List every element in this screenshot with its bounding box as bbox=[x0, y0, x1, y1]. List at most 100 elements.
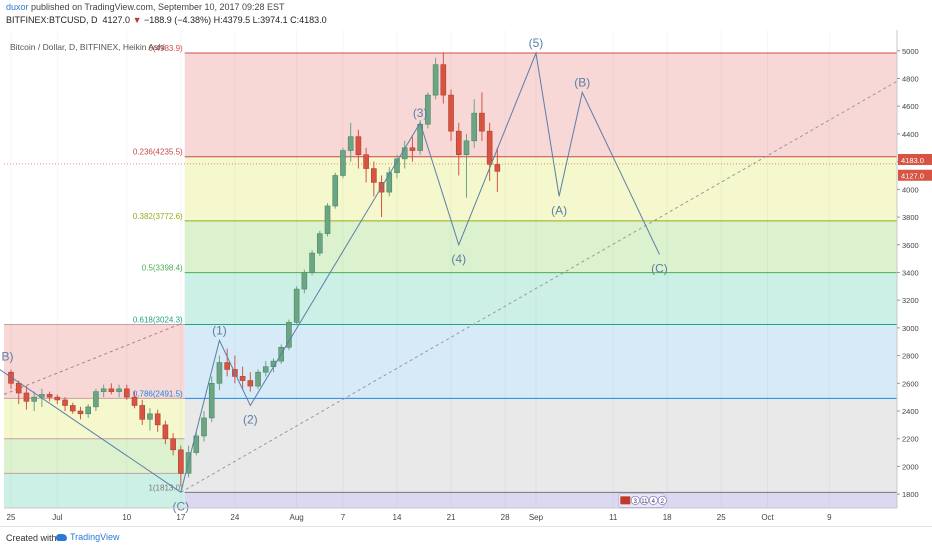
candle bbox=[316, 233, 323, 254]
y-tick-label: 5000 bbox=[902, 47, 919, 56]
x-tick-label: Sep bbox=[529, 513, 544, 522]
candle bbox=[216, 362, 223, 384]
candle bbox=[409, 147, 416, 151]
price-axis bbox=[897, 30, 932, 508]
fib-zone-0.5 bbox=[184, 272, 897, 325]
y-tick-label: 3000 bbox=[902, 324, 919, 333]
wave-label: (3) bbox=[413, 106, 428, 120]
y-tick-label: 4400 bbox=[902, 130, 919, 139]
candle bbox=[432, 64, 439, 96]
candle bbox=[262, 366, 269, 373]
x-tick-label: Oct bbox=[761, 513, 774, 522]
candle bbox=[440, 64, 447, 96]
y-tick-label: 2000 bbox=[902, 462, 919, 471]
chart-title: Bitcoin / Dollar, D, BITFINEX, Heikin As… bbox=[10, 42, 165, 52]
elliott-wave-path bbox=[180, 51, 660, 493]
fib-zone-0.236 bbox=[184, 156, 897, 221]
candle bbox=[255, 371, 261, 387]
candle bbox=[247, 380, 254, 387]
y-tick-label: 3600 bbox=[902, 241, 919, 250]
event-badge-label: 3 bbox=[634, 499, 638, 505]
fib-label-0.5: 0.5(3398.4) bbox=[142, 264, 183, 273]
candle bbox=[224, 362, 230, 370]
wave-label: (C) bbox=[651, 261, 668, 275]
ohlc-values: H:4379.5 L:3974.1 C:4183.0 bbox=[213, 15, 327, 25]
fib-label-0.618: 0.618(3024.3) bbox=[133, 316, 183, 325]
y-tick-label: 1800 bbox=[902, 490, 919, 499]
publish-info: published on TradingView.com, September … bbox=[31, 2, 285, 12]
created-with-label: Created with bbox=[6, 533, 57, 543]
candle bbox=[486, 130, 493, 165]
event-badge bbox=[657, 495, 667, 505]
candle bbox=[23, 392, 30, 402]
x-tick-label: 24 bbox=[230, 513, 239, 522]
fib-label-1: 1(1813.0) bbox=[148, 483, 183, 492]
event-badge-label: 4 bbox=[652, 499, 656, 505]
candle bbox=[193, 435, 200, 453]
x-tick-label: 9 bbox=[827, 513, 832, 522]
tradingview-cloud-icon bbox=[56, 534, 67, 541]
y-tick-label: 4000 bbox=[902, 185, 919, 194]
author-link[interactable]: duxor bbox=[6, 2, 29, 12]
current-price-tag bbox=[898, 153, 932, 165]
candle bbox=[340, 150, 346, 176]
candle bbox=[77, 410, 84, 415]
old-trend-line bbox=[3, 323, 182, 395]
candle bbox=[332, 175, 339, 207]
candle bbox=[425, 94, 431, 125]
x-tick-label: Aug bbox=[290, 513, 304, 522]
candle bbox=[355, 136, 362, 155]
wave-label: (1) bbox=[212, 323, 227, 337]
candle bbox=[494, 164, 501, 172]
x-tick-label: 18 bbox=[663, 513, 672, 522]
wave-label: (2) bbox=[243, 412, 258, 426]
event-badge-label: 2 bbox=[661, 499, 665, 505]
tradingview-logo[interactable]: TradingView bbox=[56, 532, 120, 542]
wave-label: (C) bbox=[173, 499, 190, 513]
fib-zone-0.618 bbox=[184, 324, 897, 399]
candle bbox=[15, 383, 22, 394]
wave-label: (A) bbox=[551, 203, 567, 217]
y-tick-label: 2400 bbox=[902, 407, 919, 416]
candle bbox=[301, 272, 308, 290]
candle bbox=[39, 394, 45, 398]
x-tick-label: 28 bbox=[501, 513, 510, 522]
last-price: 4127.0 bbox=[102, 15, 131, 25]
price-change: −188.9 (−4.38%) bbox=[144, 15, 212, 25]
x-tick-label: Jul bbox=[52, 513, 62, 522]
candle bbox=[293, 288, 300, 323]
wave-label: (5) bbox=[529, 36, 544, 50]
candle bbox=[139, 405, 146, 420]
fib-label-0: 0(4983.9) bbox=[148, 44, 183, 53]
event-badge bbox=[639, 495, 649, 505]
y-tick-label: 2200 bbox=[902, 435, 919, 444]
candle bbox=[124, 388, 130, 398]
x-tick-label: 25 bbox=[717, 513, 726, 522]
candle bbox=[471, 112, 478, 142]
candle bbox=[363, 154, 369, 169]
candle bbox=[85, 406, 91, 415]
candle bbox=[93, 391, 99, 408]
y-tick-label: 3400 bbox=[902, 268, 919, 277]
candle bbox=[324, 205, 331, 234]
us-flag-icon bbox=[620, 496, 631, 505]
x-tick-label: 14 bbox=[393, 513, 402, 522]
candle bbox=[62, 399, 68, 406]
fib-label-0.786: 0.786(2491.5) bbox=[133, 389, 183, 398]
fib-zone-0.382 bbox=[184, 220, 897, 273]
candle bbox=[448, 94, 454, 132]
y-tick-label: 2600 bbox=[902, 379, 919, 388]
x-tick-label: 10 bbox=[122, 513, 131, 522]
candle bbox=[108, 388, 115, 392]
candle bbox=[201, 417, 207, 437]
y-tick-label: 4800 bbox=[902, 74, 919, 83]
candle bbox=[69, 405, 76, 412]
y-tick-label: 3200 bbox=[902, 296, 919, 305]
candle bbox=[347, 136, 354, 151]
candle bbox=[31, 396, 37, 402]
tradingview-brand: TradingView bbox=[70, 532, 120, 542]
wave-label: (B) bbox=[574, 75, 590, 89]
x-tick-label: 17 bbox=[176, 513, 185, 522]
candle bbox=[116, 388, 122, 392]
